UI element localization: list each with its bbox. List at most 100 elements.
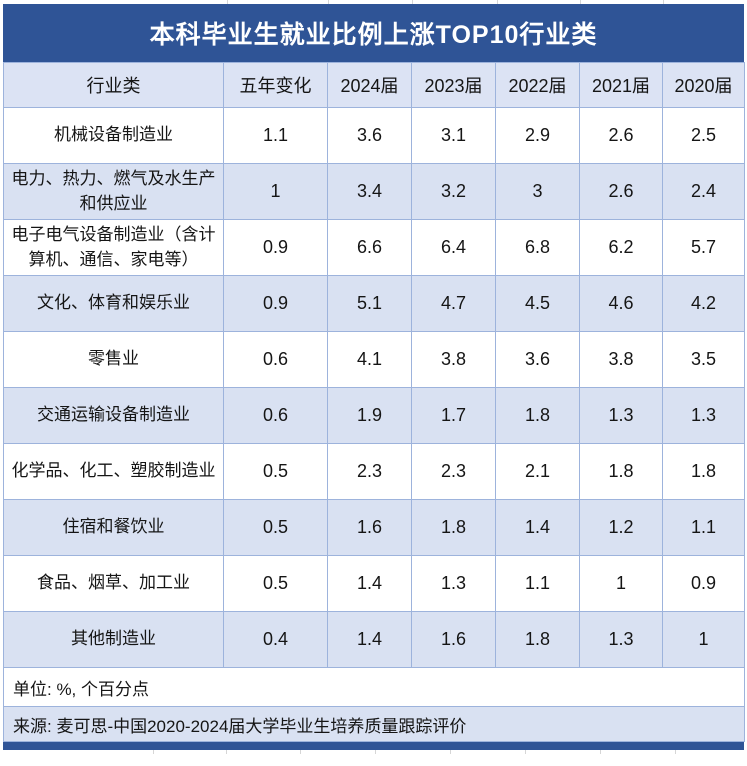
table-row: 化学品、化工、塑胶制造业 0.5 2.3 2.3 2.1 1.8 1.8 [3, 443, 745, 500]
row-label: 食品、烟草、加工业 [3, 555, 224, 612]
value-cell: 1.8 [495, 387, 580, 444]
sheet-edge-bottom [0, 750, 747, 754]
source-note-row: 来源: 麦可思-中国2020-2024届大学毕业生培养质量跟踪评价 [3, 706, 745, 742]
table-row: 电力、热力、燃气及水生产和供应业 1 3.4 3.2 3 2.6 2.4 [3, 163, 745, 220]
value-cell: 4.1 [327, 331, 412, 388]
value-cell: 0.4 [223, 611, 328, 668]
table-row: 机械设备制造业 1.1 3.6 3.1 2.9 2.6 2.5 [3, 107, 745, 164]
value-cell: 1.3 [411, 555, 496, 612]
value-cell: 1.4 [327, 611, 412, 668]
value-cell: 3.6 [327, 107, 412, 164]
value-cell: 0.9 [223, 275, 328, 332]
column-header: 2024届 [327, 62, 412, 108]
row-label: 电子电气设备制造业（含计算机、通信、家电等） [3, 219, 224, 276]
column-header: 2022届 [495, 62, 580, 108]
value-cell: 0.9 [223, 219, 328, 276]
value-cell: 3 [495, 163, 580, 220]
value-cell: 0.6 [223, 331, 328, 388]
sheet-gridline [663, 0, 664, 4]
unit-note: 单位: %, 个百分点 [3, 667, 745, 707]
value-cell: 2.4 [662, 163, 745, 220]
value-cell: 2.3 [327, 443, 412, 500]
value-cell: 5.7 [662, 219, 745, 276]
value-cell: 1.6 [411, 611, 496, 668]
sheet-gridline [675, 750, 676, 754]
value-cell: 1.8 [662, 443, 745, 500]
value-cell: 3.8 [411, 331, 496, 388]
value-cell: 3.4 [327, 163, 412, 220]
sheet-gridline [525, 750, 526, 754]
row-label: 机械设备制造业 [3, 107, 224, 164]
row-label: 零售业 [3, 331, 224, 388]
value-cell: 1 [223, 163, 328, 220]
sheet-gridline [227, 0, 228, 4]
value-cell: 1.4 [495, 499, 580, 556]
value-cell: 1 [662, 611, 745, 668]
value-cell: 1.6 [327, 499, 412, 556]
sheet-edge-top [0, 0, 747, 4]
sheet-gridline [600, 750, 601, 754]
sheet-gridline [450, 750, 451, 754]
source-note: 来源: 麦可思-中国2020-2024届大学毕业生培养质量跟踪评价 [3, 706, 745, 742]
column-header: 2021届 [579, 62, 663, 108]
value-cell: 0.5 [223, 555, 328, 612]
value-cell: 3.1 [411, 107, 496, 164]
header-row: 行业类 五年变化 2024届 2023届 2022届 2021届 2020届 [3, 62, 745, 108]
value-cell: 1.1 [662, 499, 745, 556]
value-cell: 4.6 [579, 275, 663, 332]
table-sheet: 本科毕业生就业比例上涨TOP10行业类 行业类 五年变化 2024届 2023届… [3, 4, 745, 750]
sheet-gridline [375, 750, 376, 754]
value-cell: 4.2 [662, 275, 745, 332]
value-cell: 6.8 [495, 219, 580, 276]
value-cell: 3.8 [579, 331, 663, 388]
value-cell: 2.6 [579, 163, 663, 220]
table-row: 食品、烟草、加工业 0.5 1.4 1.3 1.1 1 0.9 [3, 555, 745, 612]
value-cell: 1.1 [223, 107, 328, 164]
table-row: 住宿和餐饮业 0.5 1.6 1.8 1.4 1.2 1.1 [3, 499, 745, 556]
row-label: 住宿和餐饮业 [3, 499, 224, 556]
sheet-gridline [300, 750, 301, 754]
value-cell: 1.3 [579, 611, 663, 668]
value-cell: 1 [579, 555, 663, 612]
table-row: 其他制造业 0.4 1.4 1.6 1.8 1.3 1 [3, 611, 745, 668]
sheet-gridline [412, 0, 413, 4]
unit-note-row: 单位: %, 个百分点 [3, 667, 745, 707]
row-label: 电力、热力、燃气及水生产和供应业 [3, 163, 224, 220]
table-footer-bar [3, 742, 744, 750]
value-cell: 0.5 [223, 499, 328, 556]
value-cell: 5.1 [327, 275, 412, 332]
table-row: 零售业 0.6 4.1 3.8 3.6 3.8 3.5 [3, 331, 745, 388]
value-cell: 6.2 [579, 219, 663, 276]
table-row: 交通运输设备制造业 0.6 1.9 1.7 1.8 1.3 1.3 [3, 387, 745, 444]
row-label: 文化、体育和娱乐业 [3, 275, 224, 332]
value-cell: 2.1 [495, 443, 580, 500]
value-cell: 1.4 [327, 555, 412, 612]
value-cell: 1.8 [411, 499, 496, 556]
value-cell: 0.6 [223, 387, 328, 444]
value-cell: 1.8 [579, 443, 663, 500]
sheet-gridline [497, 0, 498, 4]
row-label: 化学品、化工、塑胶制造业 [3, 443, 224, 500]
value-cell: 6.4 [411, 219, 496, 276]
data-table: 行业类 五年变化 2024届 2023届 2022届 2021届 2020届 机… [3, 62, 745, 742]
sheet-gridline [328, 0, 329, 4]
value-cell: 1.2 [579, 499, 663, 556]
value-cell: 2.6 [579, 107, 663, 164]
value-cell: 0.5 [223, 443, 328, 500]
value-cell: 0.9 [662, 555, 745, 612]
value-cell: 3.5 [662, 331, 745, 388]
value-cell: 1.3 [579, 387, 663, 444]
row-label: 其他制造业 [3, 611, 224, 668]
value-cell: 1.8 [495, 611, 580, 668]
value-cell: 2.5 [662, 107, 745, 164]
table-title: 本科毕业生就业比例上涨TOP10行业类 [3, 4, 744, 62]
sheet-gridline [580, 0, 581, 4]
value-cell: 2.3 [411, 443, 496, 500]
sheet-gridline [226, 750, 227, 754]
value-cell: 4.7 [411, 275, 496, 332]
value-cell: 3.2 [411, 163, 496, 220]
value-cell: 1.1 [495, 555, 580, 612]
column-header: 五年变化 [223, 62, 328, 108]
value-cell: 1.9 [327, 387, 412, 444]
table-row: 电子电气设备制造业（含计算机、通信、家电等） 0.9 6.6 6.4 6.8 6… [3, 219, 745, 276]
